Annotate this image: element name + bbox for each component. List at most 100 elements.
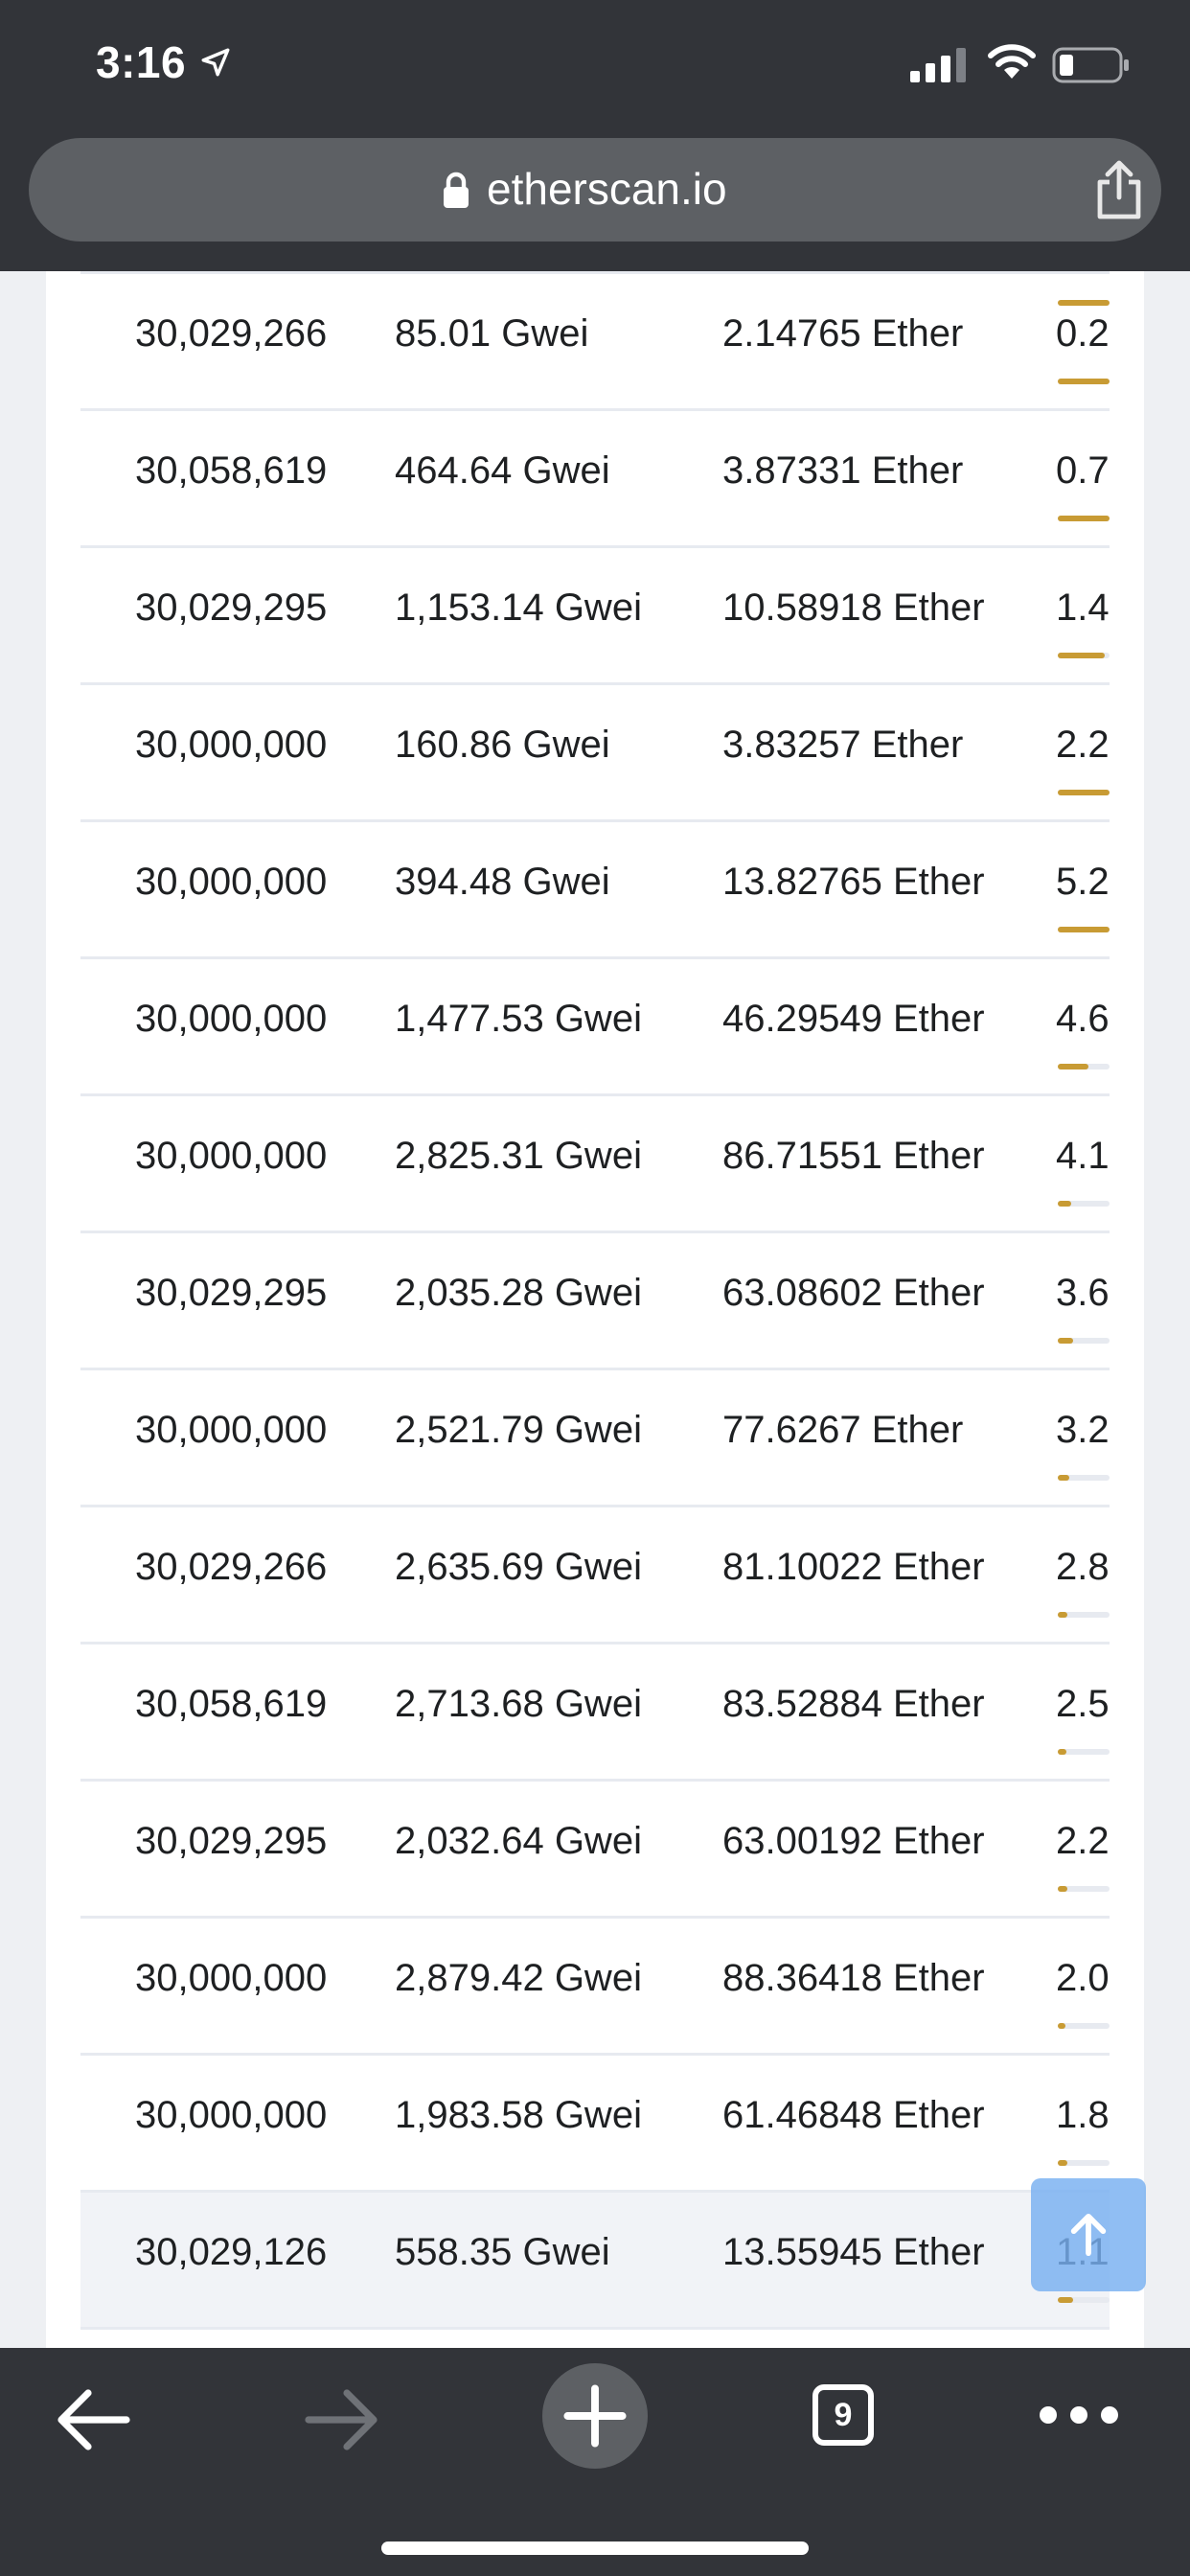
arrow-up-icon <box>1070 2213 1107 2257</box>
browser-header: etherscan.io <box>0 130 1190 271</box>
more-icon[interactable] <box>1039 2402 1119 2428</box>
reward-bar-fill <box>1058 790 1110 795</box>
reward-cell: 3.6 <box>1056 1272 1110 1314</box>
gas-limit-cell: 30,000,000 <box>135 1135 328 1177</box>
share-icon[interactable] <box>1092 159 1146 220</box>
gas-limit-cell: 30,029,295 <box>135 586 328 629</box>
fee-cell: 77.6267 Ether <box>722 1409 964 1451</box>
scroll-to-top-button[interactable] <box>1031 2178 1146 2291</box>
fee-cell: 63.08602 Ether <box>722 1272 985 1314</box>
fee-cell: 46.29549 Ether <box>722 998 985 1040</box>
gas-limit-cell: 30,029,295 <box>135 1272 328 1314</box>
reward-cell: 2.5 <box>1056 1683 1110 1725</box>
reward-bar-fill <box>1058 2160 1067 2166</box>
table-row-partial <box>80 271 1110 306</box>
table-row: 30,000,000 1,477.53 Gwei 46.29549 Ether 4.6 <box>80 959 1110 1096</box>
reward-bar-fill <box>1058 653 1105 658</box>
gas-price-cell: 2,521.79 Gwei <box>395 1409 642 1451</box>
reward-bar-fill <box>1058 2297 1074 2303</box>
reward-bar-fill <box>1058 516 1110 521</box>
reward-cell: 0.7 <box>1056 449 1110 492</box>
fee-cell: 13.82765 Ether <box>722 861 985 903</box>
reward-bar-fill <box>1058 1612 1067 1618</box>
gas-price-cell: 1,983.58 Gwei <box>395 2094 642 2136</box>
fee-cell: 10.58918 Ether <box>722 586 985 629</box>
gas-limit-cell: 30,000,000 <box>135 861 328 903</box>
url-text[interactable]: etherscan.io <box>487 164 727 214</box>
fee-cell: 86.71551 Ether <box>722 1135 985 1177</box>
gas-limit-cell: 30,029,266 <box>135 312 328 355</box>
gas-limit-cell: 30,029,126 <box>135 2231 328 2273</box>
blocks-table: 30,029,266 85.01 Gwei 2.14765 Ether 0.2 30,0… <box>80 271 1110 2348</box>
tabs-icon[interactable]: 9 <box>812 2384 874 2446</box>
reward-cell: 2.2 <box>1056 1820 1110 1862</box>
table-row: 30,029,266 2,635.69 Gwei 81.10022 Ether 2.8 <box>80 1507 1110 1644</box>
reward-cell: 5.2 <box>1056 861 1110 903</box>
reward-bar <box>1058 1749 1110 1755</box>
gas-price-cell: 558.35 Gwei <box>395 2231 610 2273</box>
reward-bar-fill <box>1058 1475 1069 1481</box>
reward-cell: 2.8 <box>1056 1546 1110 1588</box>
reward-bar <box>1058 2297 1110 2303</box>
table-row: 30,000,000 160.86 Gwei 3.83257 Ether 2.2 <box>80 685 1110 822</box>
browser-toolbar: 9 <box>0 2348 1190 2576</box>
fee-cell: 83.52884 Ether <box>722 1683 985 1725</box>
location-arrow-icon <box>201 48 230 77</box>
page-content: 30,029,266 85.01 Gwei 2.14765 Ether 0.2 30,0… <box>0 271 1190 2348</box>
reward-cell: 2.0 <box>1056 1957 1110 1999</box>
gas-limit-cell: 30,058,619 <box>135 449 328 492</box>
fee-cell: 81.10022 Ether <box>722 1546 985 1588</box>
reward-bar-fill <box>1058 927 1110 932</box>
fee-cell: 88.36418 Ether <box>722 1957 985 1999</box>
gas-limit-cell: 30,000,000 <box>135 724 328 766</box>
reward-bar <box>1058 1338 1110 1344</box>
table-row: 30,029,295 2,035.28 Gwei 63.08602 Ether 3.6 <box>80 1233 1110 1370</box>
table-row: 30,000,000 2,825.31 Gwei 86.71551 Ether 4.1 <box>80 1096 1110 1233</box>
gas-price-cell: 2,035.28 Gwei <box>395 1272 642 1314</box>
back-arrow-icon[interactable] <box>54 2386 130 2453</box>
gas-price-cell: 160.86 Gwei <box>395 724 610 766</box>
reward-bar-fill <box>1058 1886 1067 1892</box>
table-row: 30,000,000 2,879.42 Gwei 88.36418 Ether 2.0 <box>80 1919 1110 2056</box>
reward-bar <box>1058 1612 1110 1618</box>
reward-cell: 0.2 <box>1056 312 1110 355</box>
reward-bar <box>1058 379 1110 384</box>
table-row: 30,058,619 464.64 Gwei 3.87331 Ether 0.7 <box>80 411 1110 548</box>
reward-bar <box>1058 2160 1110 2166</box>
status-time: 3:16 <box>96 37 187 87</box>
gas-price-cell: 2,635.69 Gwei <box>395 1546 642 1588</box>
table-row: 30,029,295 1,153.14 Gwei 10.58918 Ether 1.4 <box>80 548 1110 685</box>
gas-limit-cell: 30,029,266 <box>135 1546 328 1588</box>
fee-cell: 63.00192 Ether <box>722 1820 985 1862</box>
reward-bar <box>1058 1064 1110 1070</box>
gas-price-cell: 1,153.14 Gwei <box>395 586 642 629</box>
reward-bar <box>1058 2023 1110 2029</box>
reward-bar-fill <box>1058 1064 1089 1070</box>
fee-cell: 3.83257 Ether <box>722 724 964 766</box>
table-row: 30,029,266 85.01 Gwei 2.14765 Ether 0.2 <box>80 274 1110 411</box>
reward-bar <box>1058 1475 1110 1481</box>
gas-limit-cell: 30,058,619 <box>135 1683 328 1725</box>
home-indicator <box>381 2542 809 2555</box>
new-tab-plus-icon <box>563 2384 627 2448</box>
table-row: 30,058,619 2,713.68 Gwei 83.52884 Ether 2.5 <box>80 1644 1110 1782</box>
gas-limit-cell: 30,029,295 <box>135 1820 328 1862</box>
reward-cell: 3.2 <box>1056 1409 1110 1451</box>
reward-bar <box>1058 927 1110 932</box>
table-row: 30,000,000 394.48 Gwei 13.82765 Ether 5.2 <box>80 822 1110 959</box>
fee-cell: 61.46848 Ether <box>722 2094 985 2136</box>
gas-price-cell: 2,713.68 Gwei <box>395 1683 642 1725</box>
forward-arrow-icon[interactable] <box>305 2386 381 2453</box>
battery-icon <box>1052 47 1129 83</box>
new-tab-button[interactable] <box>542 2363 648 2469</box>
address-bar[interactable]: etherscan.io <box>29 138 1161 242</box>
gas-limit-cell: 30,000,000 <box>135 1957 328 1999</box>
reward-bar-fill <box>1058 1749 1066 1755</box>
reward-cell: 4.6 <box>1056 998 1110 1040</box>
gas-price-cell: 2,825.31 Gwei <box>395 1135 642 1177</box>
gas-price-cell: 85.01 Gwei <box>395 312 589 355</box>
reward-cell: 1.8 <box>1056 2094 1110 2136</box>
reward-bar-fill <box>1058 1201 1071 1207</box>
reward-cell: 2.2 <box>1056 724 1110 766</box>
reward-bar-fill <box>1058 379 1110 384</box>
